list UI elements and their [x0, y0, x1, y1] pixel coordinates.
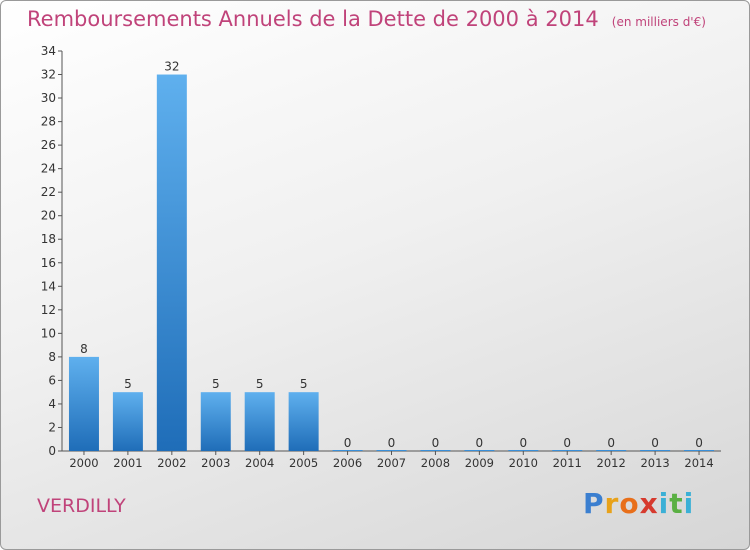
y-tick-label: 26	[41, 138, 56, 152]
x-tick-label: 2012	[597, 456, 626, 470]
bar	[112, 392, 143, 451]
x-tick-label: 2001	[113, 456, 142, 470]
bar-value-label: 0	[563, 436, 571, 450]
bar	[376, 450, 407, 451]
bar-value-label: 0	[476, 436, 484, 450]
y-tick-label: 22	[41, 185, 56, 199]
y-tick-label: 16	[41, 256, 56, 270]
y-tick-label: 18	[41, 232, 56, 246]
x-tick-label: 2003	[201, 456, 230, 470]
x-tick-label: 2010	[509, 456, 538, 470]
bar	[464, 450, 495, 451]
bar	[200, 392, 231, 451]
chart-subtitle: (en milliers d'€)	[611, 15, 706, 29]
bar	[244, 392, 275, 451]
bar-value-label: 0	[432, 436, 440, 450]
chart-title-block: Remboursements Annuels de la Dette de 20…	[27, 7, 706, 31]
x-tick-label: 2008	[421, 456, 450, 470]
x-tick-label: 2002	[157, 456, 186, 470]
x-tick-label: 2014	[684, 456, 713, 470]
bar-value-label: 0	[344, 436, 352, 450]
x-tick-label: 2000	[69, 456, 98, 470]
logo-letter: P	[583, 487, 605, 520]
y-tick-label: 12	[41, 303, 56, 317]
logo-letter: i	[683, 487, 695, 520]
bar	[596, 450, 627, 451]
y-tick-label: 2	[48, 420, 56, 434]
y-tick-label: 0	[48, 444, 56, 458]
x-tick-label: 2006	[333, 456, 362, 470]
y-tick-label: 14	[41, 279, 56, 293]
bar	[508, 450, 539, 451]
y-tick-label: 32	[41, 68, 56, 82]
chart-title: Remboursements Annuels de la Dette de 20…	[27, 7, 599, 31]
logo-letter: r	[604, 487, 620, 520]
bar	[68, 356, 99, 451]
logo-letter: x	[639, 487, 659, 520]
bar-value-label: 32	[164, 60, 179, 74]
bar	[156, 74, 187, 451]
bar-value-label: 0	[388, 436, 396, 450]
bar-value-label: 5	[300, 377, 308, 391]
y-tick-label: 24	[41, 162, 56, 176]
bar	[640, 450, 671, 451]
x-tick-label: 2004	[245, 456, 274, 470]
bar	[288, 392, 319, 451]
y-tick-label: 20	[41, 209, 56, 223]
y-tick-label: 8	[48, 350, 56, 364]
proxiti-logo: Proxiti	[583, 487, 694, 520]
logo-letter: o	[619, 487, 640, 520]
bar-value-label: 8	[80, 342, 88, 356]
y-tick-label: 10	[41, 326, 56, 340]
y-tick-label: 30	[41, 91, 56, 105]
y-tick-label: 34	[41, 44, 56, 58]
bar-value-label: 0	[695, 436, 703, 450]
x-tick-label: 2011	[553, 456, 582, 470]
bar	[684, 450, 715, 451]
bar	[332, 450, 363, 451]
x-tick-label: 2009	[465, 456, 494, 470]
bar-value-label: 0	[607, 436, 615, 450]
bar-value-label: 5	[124, 377, 132, 391]
x-tick-label: 2013	[640, 456, 669, 470]
bar-value-label: 0	[519, 436, 527, 450]
x-tick-label: 2005	[289, 456, 318, 470]
x-tick-label: 2007	[377, 456, 406, 470]
bar-value-label: 0	[651, 436, 659, 450]
logo-letter: i	[658, 487, 670, 520]
y-tick-label: 6	[48, 373, 56, 387]
bar-value-label: 5	[212, 377, 220, 391]
y-tick-label: 28	[41, 115, 56, 129]
logo-letter: t	[669, 487, 684, 520]
bar	[420, 450, 451, 451]
y-tick-label: 4	[48, 397, 56, 411]
bar-value-label: 5	[256, 377, 264, 391]
commune-name: VERDILLY	[37, 495, 126, 517]
bar	[552, 450, 583, 451]
